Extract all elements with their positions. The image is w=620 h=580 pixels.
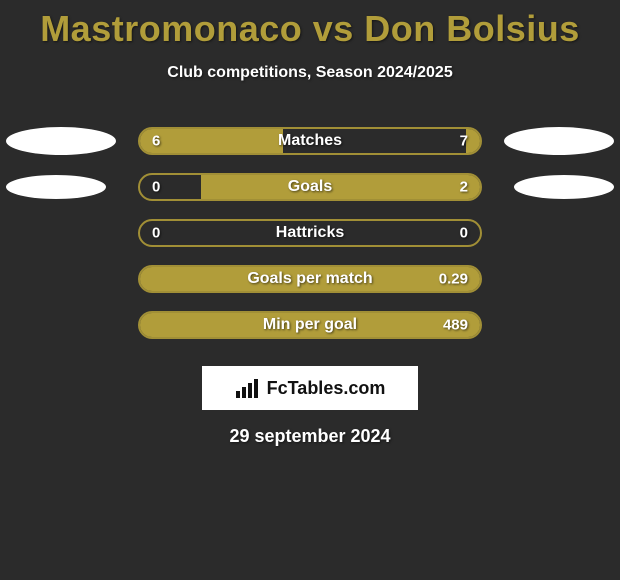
stat-bar: 0.29 Goals per match — [138, 265, 482, 293]
stat-row: 0 2 Goals — [0, 164, 620, 210]
fill-right — [201, 175, 480, 199]
player-oval-right — [504, 127, 614, 155]
stat-bar: 0 0 Hattricks — [138, 219, 482, 247]
snapshot-date: 29 september 2024 — [0, 426, 620, 447]
stat-label: Min per goal — [263, 316, 357, 334]
stat-value-right: 489 — [443, 317, 468, 334]
stat-label: Hattricks — [276, 224, 344, 242]
stat-row: 0 0 Hattricks — [0, 210, 620, 256]
player-oval-right — [514, 175, 614, 199]
fill-left — [140, 129, 283, 153]
stat-label: Goals — [288, 178, 332, 196]
page-title: Mastromonaco vs Don Bolsius — [0, 0, 620, 50]
brand-logo: FcTables.com — [202, 366, 418, 410]
stat-label: Goals per match — [247, 270, 372, 288]
stat-value-right: 7 — [460, 133, 468, 150]
player-oval-left — [6, 127, 116, 155]
player-oval-left — [6, 175, 106, 199]
subtitle: Club competitions, Season 2024/2025 — [0, 64, 620, 82]
stat-bar: 489 Min per goal — [138, 311, 482, 339]
stat-label: Matches — [278, 132, 342, 150]
stat-value-left: 0 — [152, 179, 160, 196]
stat-bar: 6 7 Matches — [138, 127, 482, 155]
stat-bar: 0 2 Goals — [138, 173, 482, 201]
stat-row: 489 Min per goal — [0, 302, 620, 348]
stat-row: 6 7 Matches — [0, 118, 620, 164]
stat-value-left: 6 — [152, 133, 160, 150]
stat-value-right: 0.29 — [439, 271, 468, 288]
stat-row: 0.29 Goals per match — [0, 256, 620, 302]
stat-value-left: 0 — [152, 225, 160, 242]
stat-value-right: 2 — [460, 179, 468, 196]
brand-text: FcTables.com — [267, 378, 386, 399]
bars-icon — [235, 377, 261, 399]
fill-right — [466, 129, 480, 153]
stat-value-right: 0 — [460, 225, 468, 242]
stats-container: 6 7 Matches 0 2 Goals 0 0 Hattricks 0.29 Goals per… — [0, 118, 620, 348]
